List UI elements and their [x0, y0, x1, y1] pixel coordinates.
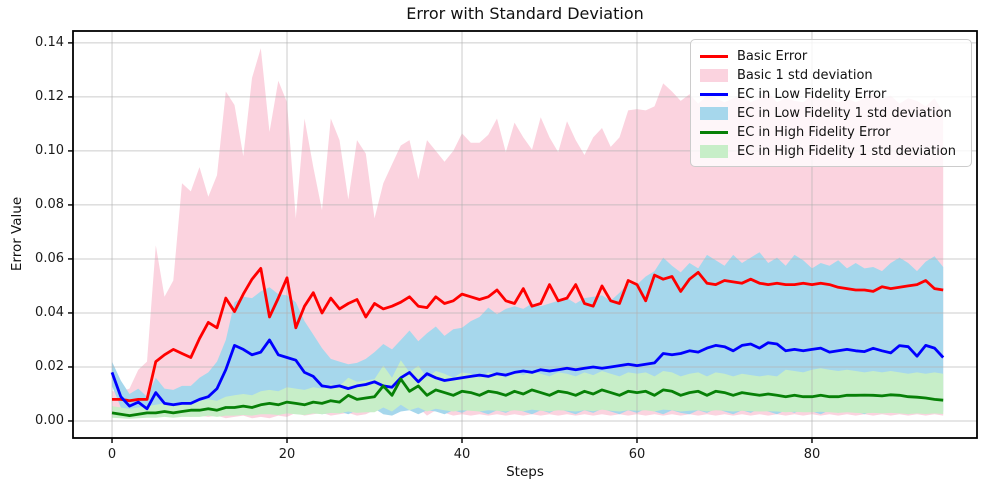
y-tick-label: 0.12	[35, 88, 64, 104]
tick-marks	[68, 42, 813, 443]
legend-swatch-basic-std-band-icon	[700, 69, 728, 82]
legend-label: EC in High Fidelity Error	[737, 125, 891, 140]
legend-swatch-ec-low-line-icon	[700, 93, 728, 96]
x-tick-label: 80	[803, 447, 821, 462]
legend-item-ec-high-std: EC in High Fidelity 1 std deviation	[700, 142, 962, 161]
legend-label: EC in Low Fidelity 1 std deviation	[737, 106, 952, 121]
y-tick-label: 0.10	[35, 142, 64, 158]
legend-label: EC in High Fidelity 1 std deviation	[737, 144, 957, 159]
legend-label: EC in Low Fidelity Error	[737, 87, 887, 102]
line-basic-error	[112, 266, 944, 403]
y-tick-label: 0.04	[35, 304, 64, 320]
legend-item-ec-high-error: EC in High Fidelity Error	[700, 123, 962, 142]
x-tick-label: 40	[453, 447, 471, 462]
legend-swatch-basic-error-line-icon	[700, 55, 728, 58]
legend-swatch-ec-high-std-band-icon	[700, 145, 728, 158]
legend-swatch-ec-low-std-band-icon	[700, 107, 728, 120]
x-tick-label: 60	[628, 447, 646, 462]
y-tick-label: 0.14	[35, 34, 64, 50]
line-ec-in-high-fidelity-error	[111, 377, 944, 418]
line-ec-in-low-fidelity-error	[110, 338, 945, 411]
axes-frame	[72, 30, 978, 439]
chart-title: Error with Standard Deviation	[406, 4, 644, 23]
legend: Basic Error Basic 1 std deviation EC in …	[690, 39, 972, 167]
legend-swatch-ec-high-line-icon	[700, 131, 728, 134]
legend-item-basic-error: Basic Error	[700, 47, 962, 66]
legend-label: Basic 1 std deviation	[737, 68, 873, 83]
legend-item-basic-std: Basic 1 std deviation	[700, 66, 962, 85]
y-tick-label: 0.02	[35, 358, 64, 374]
y-tick-label: 0.00	[35, 412, 64, 428]
y-tick-label: 0.08	[35, 196, 64, 212]
legend-item-ec-low-std: EC in Low Fidelity 1 std deviation	[700, 104, 962, 123]
legend-item-ec-low-error: EC in Low Fidelity Error	[700, 85, 962, 104]
legend-label: Basic Error	[737, 49, 808, 64]
x-tick-label: 20	[278, 447, 296, 462]
x-tick-label: 0	[107, 447, 117, 462]
y-tick-label: 0.06	[35, 250, 64, 266]
x-axis-label: Steps	[506, 464, 544, 480]
